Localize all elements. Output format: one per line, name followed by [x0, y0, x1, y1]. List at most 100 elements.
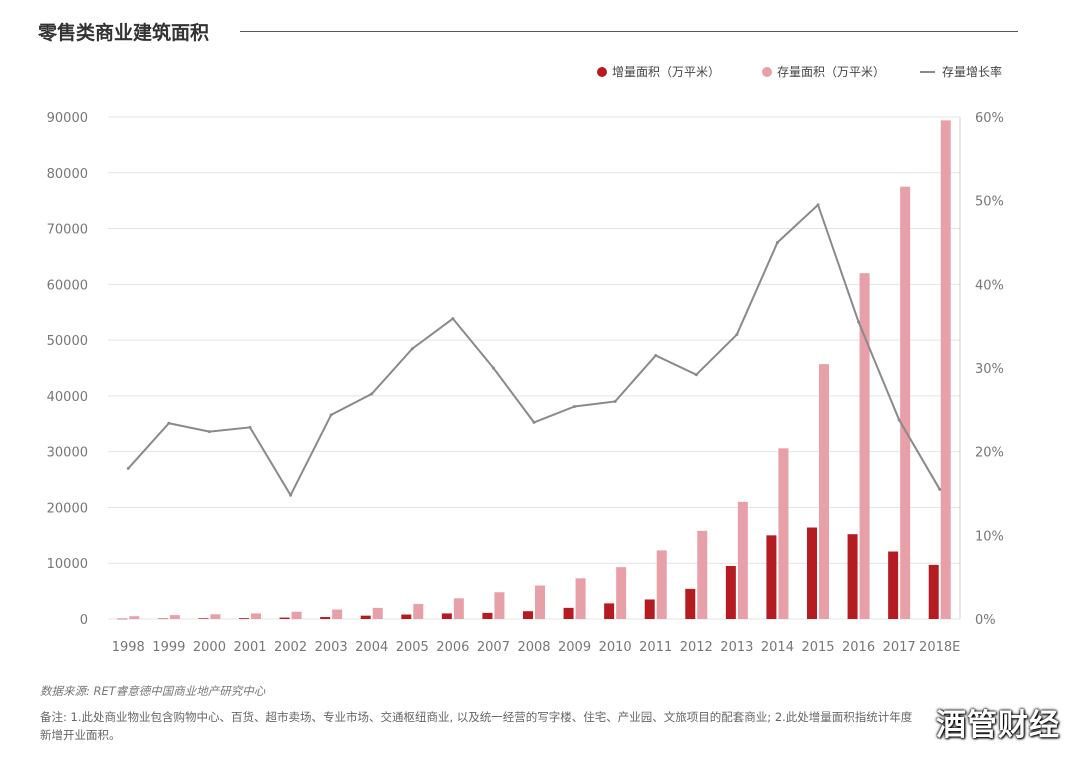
x-tick-label: 2008	[517, 640, 550, 655]
growth-point	[167, 421, 171, 425]
x-tick-label: 2015	[801, 640, 834, 655]
y-right-tick-labels: 0% 10% 20% 30% 40% 50% 60%	[975, 111, 1004, 628]
bar-stock	[697, 530, 708, 619]
bar-stock	[413, 603, 424, 619]
x-tick-label: 2009	[558, 640, 591, 655]
y-left-tick-labels: 0 10000 20000 30000 40000 50000 60000 70000 8000…	[47, 111, 88, 628]
x-tick-label: 2017	[883, 640, 916, 655]
x-tick-label: 2010	[599, 640, 632, 655]
bar-stock	[778, 448, 789, 619]
watermark-logo: 酒管财经	[936, 708, 1060, 743]
bar-increment	[117, 618, 128, 620]
x-tick-label: 2000	[193, 640, 226, 655]
x-tick-label: 1999	[152, 640, 185, 655]
x-tick-label: 2005	[396, 640, 429, 655]
bar-stock	[453, 598, 464, 619]
source-note: 数据来源: RET睿意德中国商业地产研究中心	[40, 684, 266, 698]
x-tick-label: 1998	[112, 640, 145, 655]
bar-stock	[169, 615, 180, 619]
y-left-tick-label: 60000	[47, 278, 88, 293]
growth-point	[410, 347, 414, 351]
x-tick-label: 2013	[720, 640, 753, 655]
bar-stock	[535, 585, 545, 619]
y-left-tick-label: 50000	[47, 334, 88, 349]
x-tick-label: 2006	[436, 640, 469, 655]
bar-stock	[372, 607, 383, 619]
growth-point	[532, 420, 536, 424]
legend-stock-label: 存量面积（万平米）	[777, 65, 885, 79]
growth-point	[370, 392, 374, 396]
bar-stock	[940, 120, 951, 619]
bar-stock	[656, 550, 667, 619]
y-left-tick-label: 90000	[47, 111, 88, 126]
chart-title: 零售类商业建筑面积	[38, 22, 210, 44]
growth-point	[694, 373, 698, 377]
x-tick-label: 2001	[233, 640, 266, 655]
y-left-tick-label: 20000	[47, 501, 88, 516]
growth-line	[126, 203, 942, 498]
bar-increment	[604, 603, 615, 619]
y-right-tick-label: 60%	[975, 111, 1004, 126]
bar-increment	[320, 617, 331, 619]
bar-increment	[523, 611, 533, 619]
bar-stock	[332, 609, 343, 619]
bar-stock	[900, 186, 911, 619]
growth-point	[938, 487, 942, 491]
x-tick-label: 2011	[639, 640, 672, 655]
growth-point	[491, 366, 495, 370]
y-right-tick-label: 10%	[975, 529, 1004, 544]
y-left-tick-label: 30000	[47, 446, 88, 461]
bar-increment	[807, 527, 817, 619]
bar-increment	[685, 588, 696, 619]
growth-point	[573, 404, 577, 408]
bar-stock	[210, 614, 221, 619]
bar-stock	[859, 273, 870, 619]
legend: 增量面积（万平米） 存量面积（万平米） 存量增长率	[597, 64, 1002, 79]
y-left-tick-label: 80000	[47, 167, 88, 182]
y-right-tick-label: 50%	[975, 195, 1004, 210]
bar-increment	[644, 599, 655, 619]
legend-stock-marker	[762, 67, 772, 77]
bar-increment	[725, 566, 736, 619]
growth-point	[654, 353, 658, 357]
legend-increment-label: 增量面积（万平米）	[612, 65, 720, 79]
legend-increment-marker	[597, 67, 607, 77]
y-right-tick-label: 0%	[975, 613, 996, 628]
bar-stock	[251, 613, 261, 619]
x-tick-label: 2004	[355, 640, 388, 655]
bar-increment	[401, 614, 412, 619]
growth-point	[735, 333, 739, 337]
y-left-tick-label: 40000	[47, 390, 88, 405]
growth-point	[126, 466, 130, 470]
growth-point	[775, 241, 779, 244]
y-left-tick-label: 10000	[47, 557, 88, 572]
title-rule	[240, 31, 1018, 32]
bar-increment	[441, 613, 452, 619]
growth-point	[451, 317, 455, 321]
bar-stock	[129, 616, 140, 619]
x-tick-label: 2016	[842, 640, 875, 655]
bar-increment	[928, 564, 939, 619]
bar-increment	[766, 535, 777, 619]
growth-point	[289, 493, 293, 497]
y-left-tick-label: 0	[80, 613, 88, 628]
growth-point	[857, 320, 861, 324]
bar-increment	[279, 617, 290, 619]
growth-point	[816, 203, 820, 207]
x-tick-label: 2018E	[919, 640, 960, 655]
bars	[117, 120, 951, 620]
bar-stock	[575, 578, 586, 619]
y-right-tick-label: 20%	[975, 446, 1004, 461]
x-tick-label: 2002	[274, 640, 307, 655]
bar-stock	[737, 501, 748, 619]
x-tick-label: 2003	[315, 640, 348, 655]
growth-point	[329, 413, 333, 417]
x-tick-label: 2014	[761, 640, 794, 655]
bar-stock	[494, 592, 505, 619]
footnote: 备注: 1.此处商业物业包含购物中心、百货、超市卖场、专业市场、交通枢纽商业, …	[40, 710, 913, 742]
growth-point	[897, 418, 901, 422]
x-tick-labels: 1998 1999 2000 2001 2002 2003 2004 2005 2006 2007…	[112, 640, 961, 655]
bar-increment	[157, 618, 168, 620]
bar-increment	[563, 607, 574, 619]
bar-stock	[819, 364, 829, 619]
